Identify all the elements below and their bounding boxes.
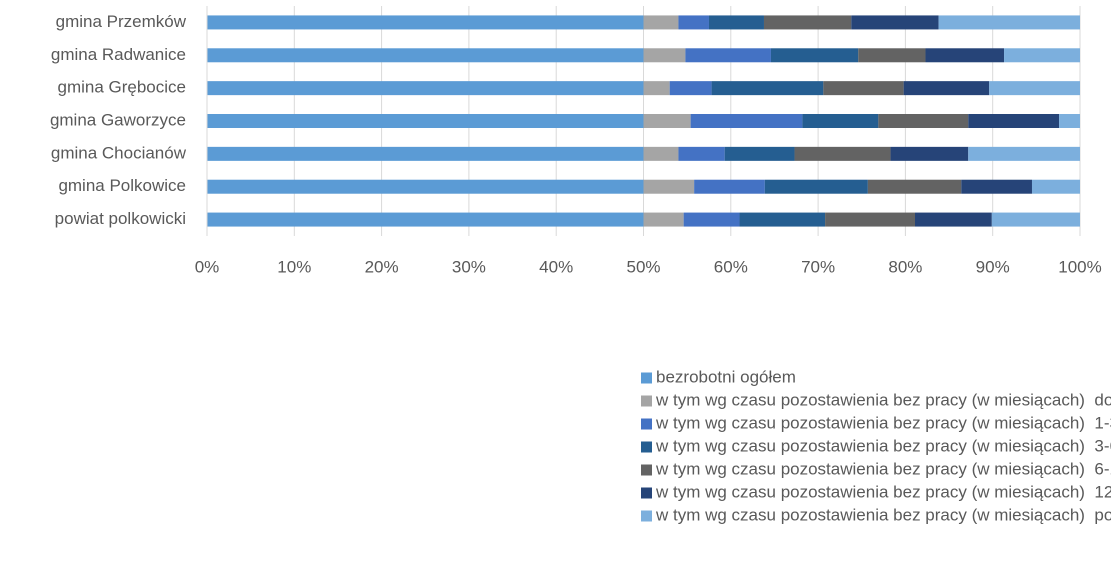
x-tick-label: 40%: [539, 257, 573, 276]
x-tick-label: 0%: [195, 257, 220, 276]
bar-segment: [685, 48, 771, 63]
bar-segment: [643, 48, 686, 63]
x-tick-label: 100%: [1058, 257, 1101, 276]
bar-segment: [694, 179, 765, 194]
x-tick-label: 20%: [365, 257, 399, 276]
bar-segment: [823, 81, 904, 96]
legend-label: w tym wg czasu pozostawienia bez pracy (…: [655, 390, 1111, 409]
bar-segment: [915, 212, 992, 227]
bar-segment: [711, 81, 824, 96]
x-tick-label: 90%: [976, 257, 1010, 276]
y-tick-label: gmina Przemków: [56, 12, 187, 31]
bar-segment: [643, 179, 695, 194]
bar-segment: [1059, 114, 1080, 128]
bar-segment: [968, 146, 1080, 161]
bar-segment: [690, 114, 803, 128]
legend-swatch: [641, 464, 652, 476]
bar-segment: [903, 81, 990, 96]
x-tick-label: 10%: [277, 257, 311, 276]
legend-swatch: [641, 510, 652, 522]
legend-swatch: [641, 395, 652, 407]
bar-segment: [207, 81, 644, 96]
bar-segment: [207, 212, 644, 227]
bar-segment: [890, 146, 969, 161]
bar-segment: [207, 114, 644, 128]
bar-segment: [968, 114, 1060, 128]
bar-segment: [669, 81, 712, 96]
legend-label: w tym wg czasu pozostawienia bez pracy (…: [655, 482, 1111, 501]
bar-segment: [991, 212, 1080, 227]
bar-segment: [961, 179, 1032, 194]
y-tick-label: gmina Gaworzyce: [50, 110, 186, 129]
bar-segment: [1004, 48, 1080, 63]
bar-segment: [643, 114, 691, 128]
bar-segment: [764, 179, 868, 194]
bar-segment: [724, 146, 795, 161]
x-tick-label: 80%: [888, 257, 922, 276]
legend-label: bezrobotni ogółem: [656, 367, 796, 386]
bar-segment: [858, 48, 926, 63]
y-tick-label: powiat polkowicki: [55, 209, 186, 228]
bar-segment: [207, 179, 644, 194]
bar-segment: [770, 48, 859, 63]
bar-segment: [825, 212, 916, 227]
x-tick-label: 60%: [714, 257, 748, 276]
bar-segment: [207, 146, 644, 161]
bar-segment: [708, 15, 764, 30]
bar-segment: [867, 179, 962, 194]
legend-swatch: [641, 441, 652, 453]
bar-segment: [989, 81, 1080, 96]
x-tick-label: 70%: [801, 257, 835, 276]
legend-label: w tym wg czasu pozostawienia bez pracy (…: [655, 459, 1111, 478]
bar-segment: [207, 15, 644, 30]
bar-segment: [739, 212, 826, 227]
bar-segment: [683, 212, 740, 227]
bar-segment: [643, 146, 679, 161]
legend-swatch: [641, 372, 652, 384]
bar-segment: [678, 146, 725, 161]
bar-segment: [925, 48, 1005, 63]
bar-segment: [794, 146, 891, 161]
legend-swatch: [641, 487, 652, 499]
legend-label: w tym wg czasu pozostawienia bez pracy (…: [655, 436, 1111, 455]
bar-segment: [878, 114, 969, 128]
bar-segment: [763, 15, 852, 30]
bar-segment: [643, 15, 679, 30]
legend-label: w tym wg czasu pozostawienia bez pracy (…: [655, 505, 1111, 524]
x-tick-label: 50%: [626, 257, 660, 276]
y-tick-label: gmina Polkowice: [58, 176, 186, 195]
bar-segment: [207, 48, 644, 63]
y-tick-label: gmina Radwanice: [51, 45, 186, 64]
bar-segment: [643, 212, 684, 227]
y-tick-label: gmina Grębocice: [57, 78, 186, 97]
bar-segment: [643, 81, 670, 96]
legend-swatch: [641, 418, 652, 430]
bar-segment: [851, 15, 939, 30]
bar-segment: [1031, 179, 1080, 194]
bar-segment: [802, 114, 879, 128]
y-tick-label: gmina Chocianów: [51, 143, 187, 162]
legend-label: w tym wg czasu pozostawienia bez pracy (…: [655, 413, 1111, 432]
bar-segment: [938, 15, 1080, 30]
bar-segment: [678, 15, 709, 30]
x-tick-label: 30%: [452, 257, 486, 276]
